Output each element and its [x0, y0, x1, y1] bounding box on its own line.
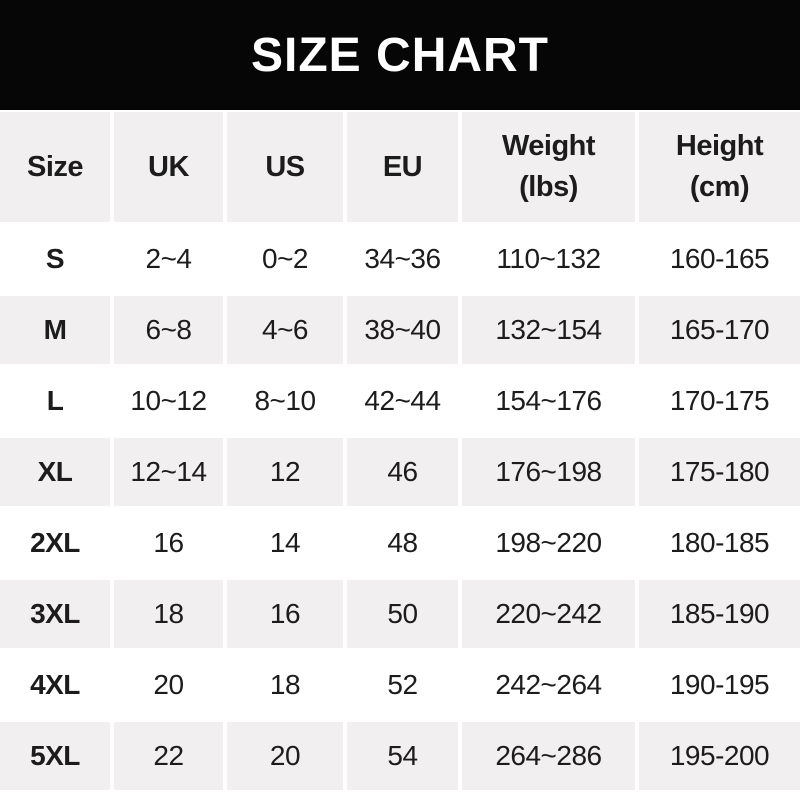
height-cell: 180-185	[639, 509, 800, 577]
us-cell: 12	[227, 438, 343, 506]
height-cell: 185-190	[639, 580, 800, 648]
uk-cell: 2~4	[114, 225, 223, 293]
eu-cell: 52	[347, 651, 458, 719]
column-header-label: Size	[26, 150, 84, 183]
uk-cell: 12~14	[114, 438, 223, 506]
column-header-size: Size	[0, 112, 110, 222]
uk-cell: 16	[114, 509, 223, 577]
us-cell: 0~2	[227, 225, 343, 293]
column-header-sublabel: (lbs)	[519, 171, 578, 203]
size-cell: 5XL	[0, 722, 110, 790]
column-header-uk: UK	[114, 112, 223, 222]
column-header-sublabel: (cm)	[689, 171, 750, 203]
size-cell: S	[0, 225, 110, 293]
column-header-label: US	[265, 150, 305, 183]
height-cell: 195-200	[639, 722, 800, 790]
column-header-height: Height (cm)	[639, 112, 800, 222]
us-cell: 4~6	[227, 296, 343, 364]
column-header-label: EU	[382, 150, 423, 183]
weight-cell: 264~286	[462, 722, 635, 790]
eu-cell: 46	[347, 438, 458, 506]
column-header-eu: EU	[347, 112, 458, 222]
size-table: Size UK US EU Weight (lbs) Height (cm) S…	[0, 112, 800, 790]
eu-cell: 54	[347, 722, 458, 790]
size-cell: XL	[0, 438, 110, 506]
eu-cell: 42~44	[347, 367, 458, 435]
column-header-label: UK	[148, 150, 189, 183]
weight-cell: 132~154	[462, 296, 635, 364]
uk-cell: 10~12	[114, 367, 223, 435]
us-cell: 18	[227, 651, 343, 719]
weight-cell: 198~220	[462, 509, 635, 577]
column-header-us: US	[227, 112, 343, 222]
uk-cell: 20	[114, 651, 223, 719]
weight-cell: 110~132	[462, 225, 635, 293]
height-cell: 170-175	[639, 367, 800, 435]
size-cell: M	[0, 296, 110, 364]
column-header-weight: Weight (lbs)	[462, 112, 635, 222]
us-cell: 20	[227, 722, 343, 790]
weight-cell: 242~264	[462, 651, 635, 719]
uk-cell: 18	[114, 580, 223, 648]
eu-cell: 50	[347, 580, 458, 648]
eu-cell: 48	[347, 509, 458, 577]
eu-cell: 38~40	[347, 296, 458, 364]
us-cell: 14	[227, 509, 343, 577]
weight-cell: 176~198	[462, 438, 635, 506]
height-cell: 160-165	[639, 225, 800, 293]
title-bar: SIZE CHART	[0, 0, 800, 110]
height-cell: 175-180	[639, 438, 800, 506]
weight-cell: 220~242	[462, 580, 635, 648]
size-cell: 2XL	[0, 509, 110, 577]
us-cell: 8~10	[227, 367, 343, 435]
column-header-label: Weight	[501, 130, 596, 163]
height-cell: 165-170	[639, 296, 800, 364]
uk-cell: 6~8	[114, 296, 223, 364]
size-cell: L	[0, 367, 110, 435]
us-cell: 16	[227, 580, 343, 648]
page-title: SIZE CHART	[251, 28, 549, 82]
height-cell: 190-195	[639, 651, 800, 719]
uk-cell: 22	[114, 722, 223, 790]
size-cell: 3XL	[0, 580, 110, 648]
eu-cell: 34~36	[347, 225, 458, 293]
weight-cell: 154~176	[462, 367, 635, 435]
column-header-label: Height	[675, 130, 764, 163]
size-cell: 4XL	[0, 651, 110, 719]
